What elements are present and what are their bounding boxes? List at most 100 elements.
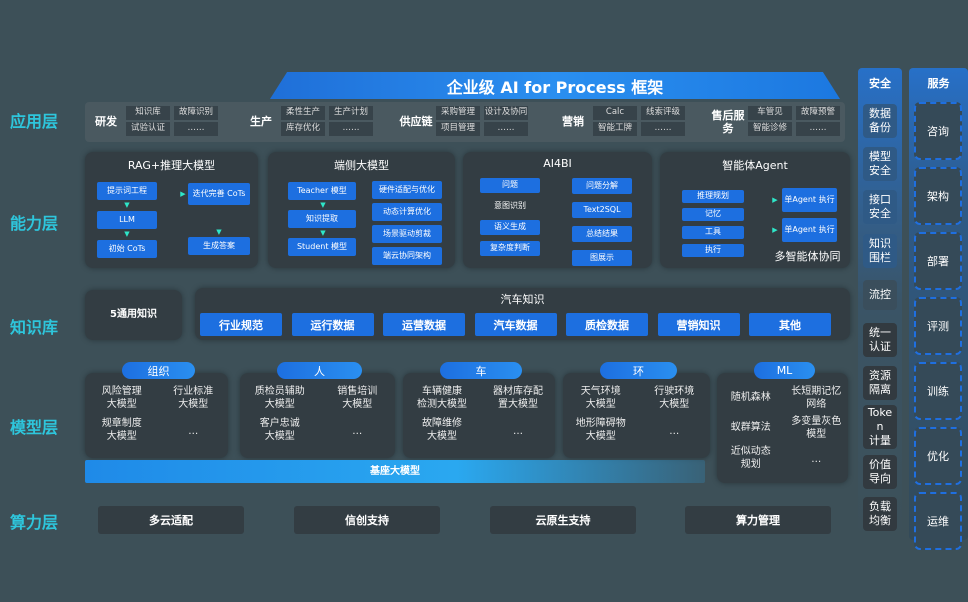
knowledge-item: 行业规范	[200, 313, 282, 336]
security-item: 接口 安全	[863, 190, 897, 224]
model-item: 近似动态 规划	[730, 446, 771, 470]
model-panel	[563, 373, 710, 458]
capability-box: 图展示	[572, 250, 632, 266]
framework-title: 企业级 AI for Process 框架	[270, 72, 840, 99]
security-item: 负载 均衡	[863, 497, 897, 531]
knowledge-item: 运行数据	[291, 313, 374, 336]
model-category-pill: ML	[754, 362, 815, 379]
app-item: 故障识别	[174, 106, 218, 120]
arrow-down-icon: ▼	[320, 229, 326, 237]
model-item: 行业标准 大模型	[173, 386, 214, 410]
app-item: Calc	[593, 106, 637, 120]
app-item: 车管见	[748, 106, 792, 120]
model-item: 客户忠诚 大模型	[259, 418, 300, 442]
model-category-pill: 人	[277, 362, 362, 379]
security-item: 统一 认证	[863, 323, 897, 357]
general-knowledge-label: 5通用知识	[110, 309, 157, 320]
service-item: 咨询	[914, 102, 962, 160]
app-item: 库存优化	[281, 122, 325, 136]
model-panel	[85, 373, 228, 458]
arrow-down-icon: ▼	[216, 228, 222, 236]
layer-label: 能力层	[10, 214, 59, 233]
arrow-down-icon: ▼	[124, 201, 130, 209]
knowledge-item: 质检数据	[566, 313, 648, 336]
app-item: 故障预警	[796, 106, 840, 120]
arrow-right-icon: ▶	[180, 190, 186, 198]
layer-label: 应用层	[10, 112, 59, 131]
model-item: 天气环境 大模型	[580, 386, 621, 410]
capability-box: 语义生成	[480, 220, 540, 235]
security-item: 数据 备份	[863, 104, 897, 138]
layer-label: 知识库	[10, 318, 59, 337]
knowledge-item: 运营数据	[383, 313, 465, 336]
app-item: ……	[329, 122, 373, 136]
service-item: 优化	[914, 427, 962, 485]
arrow-down-icon: ▼	[320, 201, 326, 209]
capability-box: 单Agent 执行	[782, 188, 837, 212]
security-item: 价值 导向	[863, 455, 897, 489]
model-item: 多变量灰色 模型	[791, 416, 842, 440]
capability-box: 问题	[480, 178, 540, 193]
security-item: 模型 安全	[863, 147, 897, 181]
capability-box: 意图识别	[494, 201, 526, 211]
capability-box: 迭代完善 CoTs	[188, 183, 250, 205]
knowledge-item: 其他	[749, 313, 831, 336]
app-item: ……	[796, 122, 840, 136]
knowledge-item: 营销知识	[657, 313, 740, 336]
capability-box: Text2SQL	[572, 202, 632, 218]
model-item: 蚁群算法	[730, 422, 771, 433]
app-item: 智能诊修	[748, 122, 792, 136]
capability-box: 场景驱动剪裁	[372, 225, 442, 243]
security-title: 安全	[869, 77, 891, 91]
model-item: 质检员辅助 大模型	[254, 386, 305, 410]
knowledge-item: 汽车数据	[474, 313, 557, 336]
model-item: 销售培训 大模型	[337, 386, 378, 410]
security-item: 知识 围栏	[863, 234, 897, 268]
model-category-pill: 车	[440, 362, 522, 379]
app-item: 线索评级	[641, 106, 685, 120]
app-group-name: 研发	[95, 115, 117, 129]
capability-box: 执行	[682, 244, 744, 257]
app-item: 设计及协同	[484, 106, 528, 120]
app-group-name: 售后服务	[711, 108, 745, 135]
general-knowledge-box	[85, 290, 182, 340]
panel-title: 智能体Agent	[722, 159, 788, 172]
app-group-name: 供应链	[399, 115, 433, 129]
app-item: 柔性生产	[281, 106, 325, 120]
capability-box: 问题分解	[572, 178, 632, 194]
app-item: 生产计划	[329, 106, 373, 120]
model-panel	[717, 373, 848, 483]
model-item: 风险管理 大模型	[101, 386, 142, 410]
model-category-pill: 组织	[122, 362, 195, 379]
panel-title: AI4BI	[543, 157, 572, 170]
model-item: 车辆健康 检测大模型	[417, 386, 467, 410]
app-item: 项目管理	[436, 122, 480, 136]
app-group-name: 营销	[562, 115, 584, 129]
compute-item: 云原生支持	[490, 506, 636, 534]
model-item: 器材库存配 置大模型	[493, 386, 543, 410]
security-item: 流控	[863, 280, 897, 310]
agent-footer: 多智能体协同	[774, 250, 841, 263]
capability-box: 推理规划	[682, 190, 744, 203]
capability-box: 硬件适配与优化	[372, 181, 442, 199]
service-item: 训练	[914, 362, 962, 420]
app-item: ……	[484, 122, 528, 136]
panel-title: RAG+推理大模型	[127, 159, 216, 172]
model-item: 故障维修 大模型	[422, 418, 462, 442]
app-item: 知识库	[126, 106, 170, 120]
auto-knowledge-title: 汽车知识	[500, 293, 545, 306]
service-item: 运维	[914, 492, 962, 550]
layer-label: 算力层	[10, 513, 59, 532]
service-title: 服务	[927, 77, 950, 91]
model-item: …	[811, 454, 822, 465]
layer-label: 模型层	[10, 418, 59, 437]
arrow-down-icon: ▼	[124, 230, 130, 238]
security-item: Toke n 计量	[863, 405, 897, 449]
app-item: ……	[641, 122, 685, 136]
capability-box: 工具	[682, 226, 744, 239]
model-item: 规章制度 大模型	[101, 418, 142, 442]
app-item: ……	[174, 122, 218, 136]
capability-box: 生成答案	[188, 237, 250, 255]
compute-item: 多云适配	[98, 506, 244, 534]
app-item: 智能工牌	[593, 122, 637, 136]
